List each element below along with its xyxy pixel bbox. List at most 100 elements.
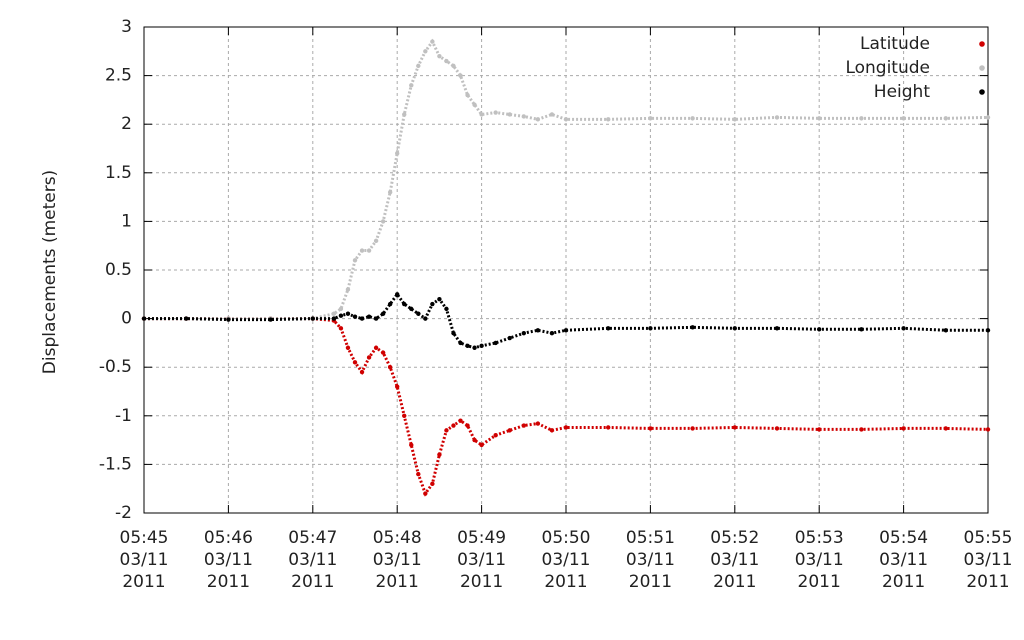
point: [352, 258, 358, 263]
point: [606, 425, 611, 430]
legend-marker: [979, 41, 985, 47]
x-tick-label: 05:45 03/11 2011: [119, 528, 169, 592]
point: [373, 238, 379, 244]
y-tick-label: -1: [115, 406, 132, 426]
x-tick-label: 05:46 03/11 2011: [203, 528, 253, 592]
point: [465, 423, 470, 428]
point: [732, 117, 737, 122]
point: [690, 426, 695, 431]
point: [268, 317, 273, 322]
point: [444, 428, 449, 433]
point: [479, 112, 484, 117]
point: [493, 110, 498, 115]
point: [416, 471, 421, 477]
point: [563, 425, 569, 430]
point: [380, 311, 386, 316]
point: [943, 426, 948, 431]
point: [184, 316, 189, 321]
y-tick-label: -2: [115, 503, 132, 523]
point: [437, 296, 442, 302]
point: [817, 427, 822, 432]
y-tick-label: -1.5: [99, 454, 132, 474]
point: [549, 330, 555, 336]
y-tick-label: 3: [121, 17, 132, 37]
plot-frame: [143, 26, 989, 514]
series: [141, 291, 991, 350]
point: [493, 340, 498, 346]
point: [563, 117, 569, 122]
point: [690, 325, 695, 330]
point: [423, 491, 428, 496]
point: [451, 330, 456, 336]
point: [387, 365, 393, 370]
point: [444, 58, 449, 64]
point: [458, 73, 463, 78]
point: [359, 316, 365, 321]
series: [141, 316, 991, 497]
point: [507, 335, 512, 341]
point: [345, 287, 351, 292]
point: [416, 63, 421, 69]
point: [535, 117, 541, 122]
point: [465, 343, 470, 349]
point: [416, 311, 421, 316]
y-tick-label: 2: [121, 114, 132, 134]
point: [451, 63, 456, 69]
point: [345, 311, 351, 316]
point: [359, 248, 365, 253]
point: [507, 112, 512, 117]
y-tick-label: 0.5: [105, 260, 132, 280]
point: [310, 316, 315, 321]
point: [817, 116, 822, 121]
point: [732, 326, 737, 331]
x-tick-label: 05:53 03/11 2011: [794, 528, 844, 592]
y-axis-label: Displacements (meters): [40, 170, 60, 374]
point: [331, 316, 337, 321]
point: [430, 301, 435, 307]
point: [430, 481, 435, 487]
legend-label: Longitude: [845, 58, 930, 78]
point: [409, 306, 414, 312]
x-tick-label: 05:55 03/11 2011: [963, 528, 1013, 592]
point: [774, 326, 780, 331]
legend-label: Latitude: [860, 34, 930, 54]
point: [774, 115, 780, 120]
point: [901, 326, 906, 331]
point: [859, 116, 864, 121]
point: [395, 384, 400, 389]
point: [648, 326, 653, 331]
legend-marker: [979, 89, 985, 95]
point: [648, 426, 653, 431]
point: [338, 326, 344, 331]
point: [373, 345, 379, 350]
point: [985, 115, 991, 120]
point: [423, 316, 428, 321]
point: [437, 452, 442, 457]
point: [521, 330, 526, 336]
point: [373, 316, 379, 321]
point: [458, 340, 463, 346]
x-tick-label: 05:48 03/11 2011: [372, 528, 422, 592]
x-tick-label: 05:50 03/11 2011: [541, 528, 591, 592]
point: [479, 343, 484, 349]
point: [549, 428, 555, 433]
y-tick-label: -0.5: [99, 357, 132, 377]
point: [859, 427, 864, 432]
point: [472, 345, 477, 350]
legend-marker: [979, 65, 985, 71]
point: [774, 426, 780, 431]
point: [437, 53, 442, 59]
point: [549, 112, 555, 117]
point: [226, 317, 231, 322]
point: [387, 301, 393, 307]
point: [380, 350, 386, 355]
x-tick-label: 05:51 03/11 2011: [625, 528, 675, 592]
point: [985, 427, 991, 432]
point: [409, 83, 414, 88]
point: [402, 413, 407, 418]
point: [366, 314, 372, 319]
point: [535, 328, 541, 333]
point: [338, 313, 344, 318]
point: [465, 92, 470, 98]
